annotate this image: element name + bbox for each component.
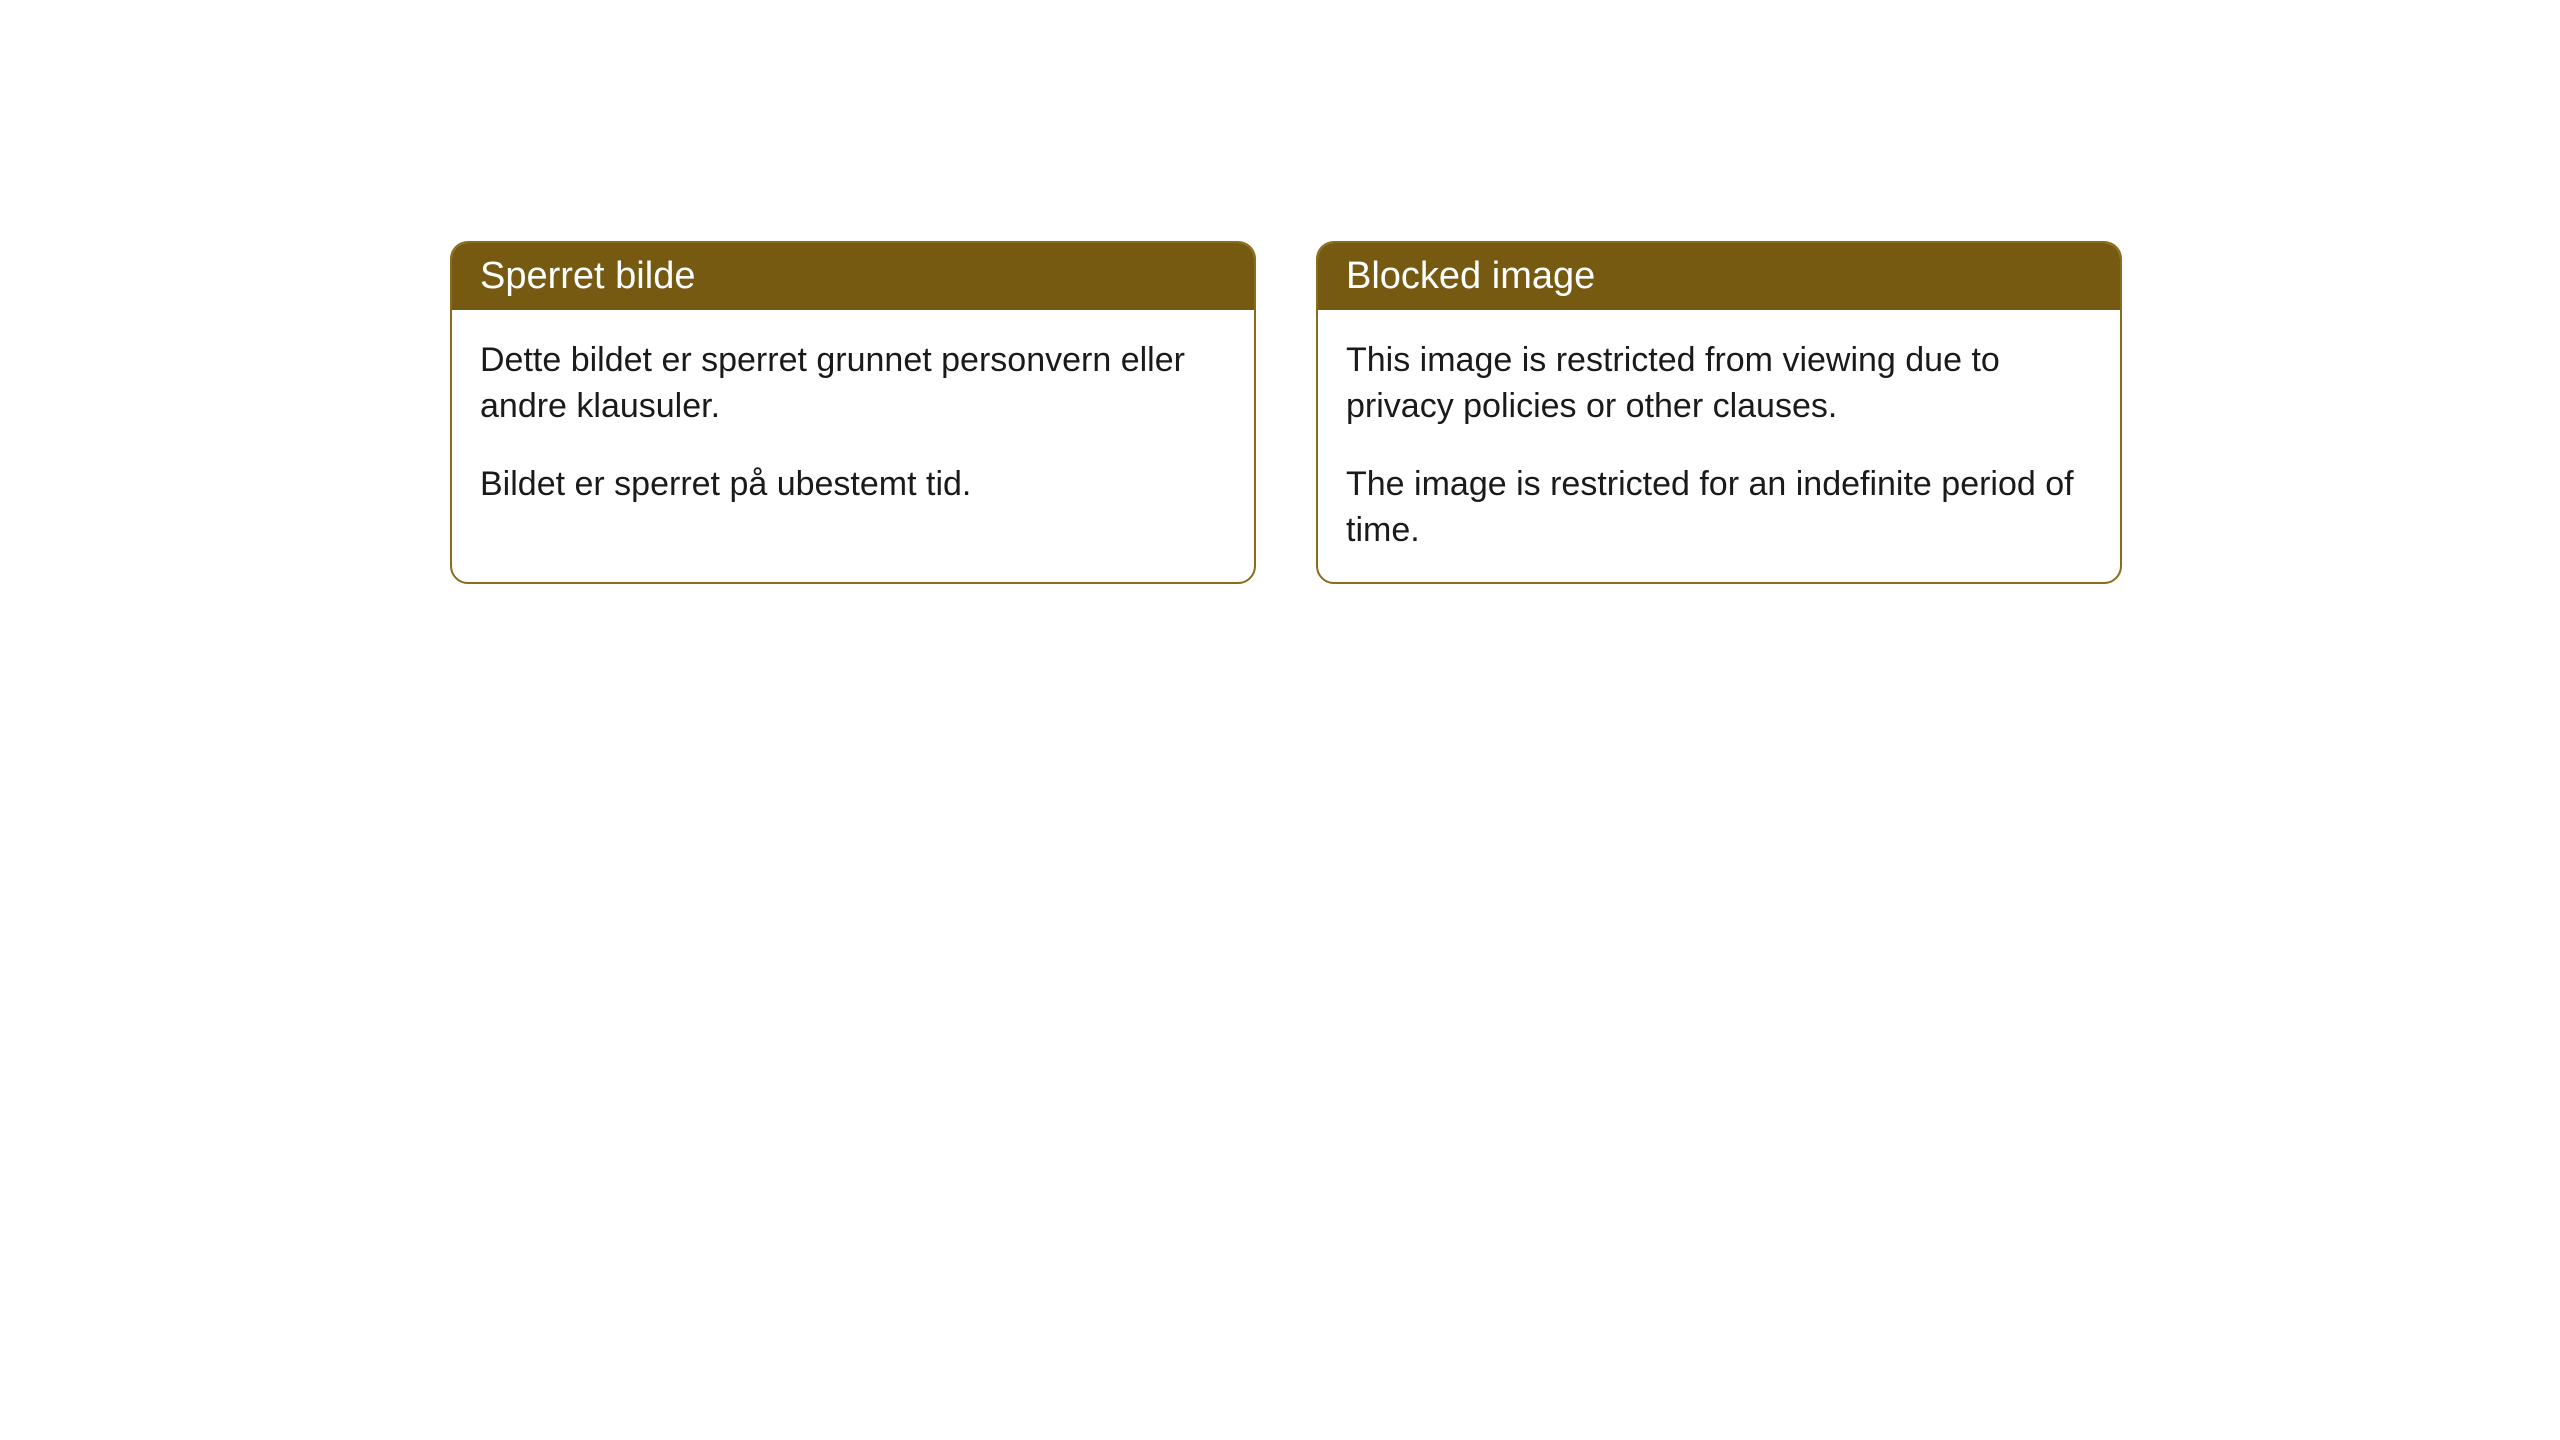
notice-card-english: Blocked image This image is restricted f… (1316, 241, 2122, 584)
card-paragraph: The image is restricted for an indefinit… (1346, 462, 2092, 554)
card-header: Blocked image (1318, 243, 2120, 310)
card-paragraph: This image is restricted from viewing du… (1346, 338, 2092, 430)
card-body: This image is restricted from viewing du… (1318, 310, 2120, 582)
card-body: Dette bildet er sperret grunnet personve… (452, 310, 1254, 536)
card-paragraph: Dette bildet er sperret grunnet personve… (480, 338, 1226, 430)
notice-cards-container: Sperret bilde Dette bildet er sperret gr… (450, 241, 2122, 584)
card-header: Sperret bilde (452, 243, 1254, 310)
card-paragraph: Bildet er sperret på ubestemt tid. (480, 462, 1226, 508)
notice-card-norwegian: Sperret bilde Dette bildet er sperret gr… (450, 241, 1256, 584)
